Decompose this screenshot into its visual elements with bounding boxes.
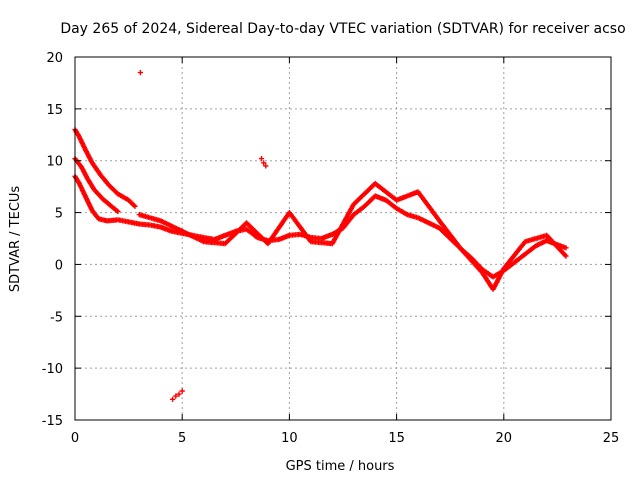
x-tick-label: 5 [178, 431, 186, 446]
y-tick-label: -5 [50, 310, 63, 325]
data-point-isolated-points [173, 393, 179, 399]
y-tick-label: 10 [46, 155, 63, 170]
y-tick-label: -10 [42, 362, 63, 377]
data-point-track-c [563, 245, 569, 251]
data-point-track-a [131, 202, 137, 208]
data-point-isolated-points [261, 160, 267, 166]
y-tick-label: -15 [42, 414, 63, 429]
x-tick-label: 0 [71, 431, 79, 446]
x-tick-label: 20 [496, 431, 513, 446]
chart-title: Day 265 of 2024, Sidereal Day-to-day VTE… [60, 21, 625, 37]
data-points [72, 70, 569, 402]
plot-area [72, 56, 612, 421]
data-point-track-a [132, 203, 138, 209]
y-tick-label: 5 [55, 207, 63, 222]
y-tick-label: 0 [55, 258, 63, 273]
data-point-isolated-points [179, 388, 185, 394]
data-point-track-b [115, 208, 121, 215]
y-tick-label: 15 [46, 103, 63, 118]
data-point-isolated-points [263, 163, 269, 169]
data-point-track-d [563, 253, 569, 259]
axis-ticks: 0 5 10 15 20 25 20 15 10 5 0 -5 -10 -15 [42, 51, 620, 446]
y-tick-label: 20 [46, 51, 63, 66]
x-tick-label: 15 [388, 431, 405, 446]
y-axis-label: SDTVAR / TECUs [8, 186, 23, 293]
data-point-isolated-points [170, 396, 176, 402]
data-point-isolated-points [176, 391, 182, 397]
grid-lines [75, 57, 611, 420]
x-axis-label: GPS time / hours [286, 459, 395, 474]
x-tick-label: 10 [281, 431, 298, 446]
x-tick-label: 25 [603, 431, 620, 446]
plot-frame [74, 56, 612, 421]
data-point-isolated-points [137, 70, 143, 76]
data-point-isolated-points [258, 156, 265, 162]
